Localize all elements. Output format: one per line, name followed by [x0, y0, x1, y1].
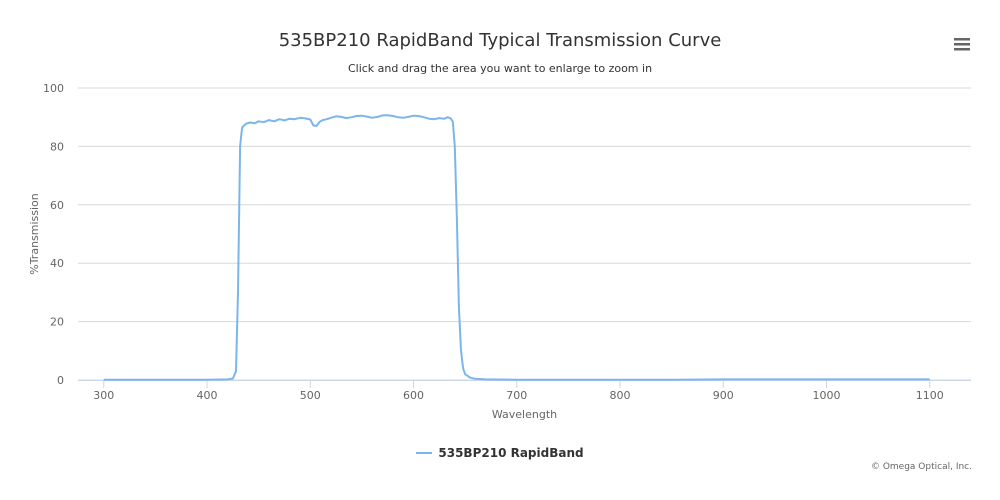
- chart-menu-button[interactable]: [950, 34, 974, 54]
- x-tick-label: 300: [93, 389, 114, 402]
- y-axis-title: %Transmission: [28, 193, 41, 275]
- x-axis-tick-labels: 300 400 500 600 700 800 900 1000 1100: [93, 389, 943, 402]
- y-tick-label: 40: [50, 257, 64, 270]
- y-tick-label: 20: [50, 316, 64, 329]
- grid-lines: [78, 87, 971, 381]
- legend: 535BP210 RapidBand: [0, 446, 1000, 460]
- hamburger-menu-icon: [954, 38, 970, 51]
- legend-label: 535BP210 RapidBand: [438, 446, 584, 460]
- y-tick-label: 60: [50, 199, 64, 212]
- x-tick-label: 1100: [916, 389, 944, 402]
- y-tick-label: 100: [43, 82, 64, 95]
- x-tick-label: 400: [197, 389, 218, 402]
- legend-swatch: [416, 451, 433, 454]
- series-group: [103, 114, 930, 381]
- x-tick-label: 900: [713, 389, 734, 402]
- series-line-535bp210-rapidband[interactable]: [103, 114, 930, 381]
- chart-title: 535BP210 RapidBand Typical Transmission …: [278, 30, 722, 51]
- x-tick-label: 800: [609, 389, 630, 402]
- x-tick-label: 700: [506, 389, 527, 402]
- x-tick-label: 600: [403, 389, 424, 402]
- x-tick-label: 500: [300, 389, 321, 402]
- x-axis-title: Wavelength: [492, 408, 557, 421]
- y-axis-tick-labels: 0 20 40 60 80 100: [43, 82, 64, 387]
- x-tick-label: 1000: [812, 389, 840, 402]
- x-axis: [78, 380, 971, 388]
- credits[interactable]: © Omega Optical, Inc.: [870, 462, 972, 472]
- chart-subtitle: Click and drag the area you want to enla…: [347, 62, 653, 75]
- legend-item-535bp210-rapidband[interactable]: 535BP210 RapidBand: [416, 446, 584, 460]
- y-tick-label: 0: [57, 374, 64, 387]
- y-tick-label: 80: [50, 140, 64, 153]
